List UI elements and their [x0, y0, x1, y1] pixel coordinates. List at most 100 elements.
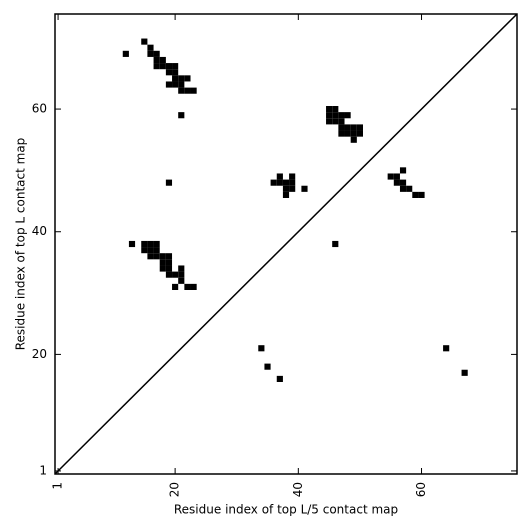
x-tick-label: 40	[291, 482, 305, 497]
contact-cell	[282, 179, 290, 186]
contact-cell	[165, 253, 173, 260]
contact-cell	[393, 173, 400, 180]
contact-cell	[264, 363, 271, 370]
contact-cell	[338, 118, 345, 125]
contact-cell	[356, 130, 363, 137]
x-tick-label: 60	[414, 482, 428, 497]
plot-frame	[54, 13, 518, 475]
contact-cell	[172, 283, 179, 290]
contact-cell	[178, 277, 185, 284]
contact-cell	[350, 130, 357, 137]
y-tick-label: 1	[39, 463, 47, 477]
contact-cell	[282, 185, 290, 192]
contact-cell	[153, 63, 160, 70]
diagonal	[54, 13, 518, 475]
contact-cell	[165, 271, 173, 278]
contact-cell	[338, 130, 345, 137]
contact-cell	[184, 87, 191, 94]
contact-cell	[289, 185, 296, 192]
contact-cell	[350, 136, 357, 143]
contact-cell	[153, 247, 160, 254]
contact-cell	[159, 63, 166, 70]
contact-cell	[344, 130, 351, 137]
contact-cell	[147, 240, 154, 248]
contact-cell	[153, 50, 160, 57]
contact-cell	[178, 81, 185, 88]
contact-cell	[399, 185, 407, 192]
contact-cell	[165, 81, 173, 88]
contact-cell	[165, 265, 173, 272]
contact-cell	[141, 247, 148, 254]
contact-cell	[141, 240, 148, 248]
contact-cell	[147, 44, 154, 51]
x-tick-label: 20	[168, 482, 182, 497]
contact-cell	[282, 191, 290, 198]
contact-cell	[172, 63, 179, 70]
contact-cell	[141, 38, 148, 45]
contact-cell	[172, 69, 179, 76]
contact-cell	[289, 173, 296, 180]
contact-cell	[165, 259, 173, 266]
contact-cell	[387, 173, 394, 180]
x-tick-label: 1	[51, 482, 65, 490]
contact-cell	[147, 247, 154, 254]
contact-cell	[178, 87, 185, 94]
contact-cell	[184, 283, 191, 290]
contact-cell	[332, 240, 339, 248]
y-axis-label: Residue index of top L contact map	[14, 138, 28, 351]
contact-cell	[159, 265, 166, 272]
contact-cell	[326, 112, 333, 119]
contact-cell	[178, 75, 185, 82]
y-tick-label: 60	[32, 102, 47, 116]
contact-cell	[399, 167, 407, 174]
contact-cell	[344, 112, 351, 119]
y-tick-label: 20	[32, 347, 47, 361]
contact-cell	[178, 271, 185, 278]
contact-cell	[190, 87, 197, 94]
contact-cell	[122, 50, 129, 57]
contact-cell	[393, 179, 400, 186]
contact-cell	[153, 56, 160, 64]
contact-cell	[172, 81, 179, 88]
contact-cell	[332, 118, 339, 125]
contact-cell	[128, 240, 136, 248]
contact-cell	[326, 106, 333, 113]
y-tick-label: 40	[32, 224, 47, 238]
contact-cell	[276, 375, 283, 382]
contact-cell	[165, 69, 173, 76]
contact-cell	[338, 112, 345, 119]
contact-cell	[332, 112, 339, 119]
contact-cell	[301, 185, 308, 192]
x-axis-label: Residue index of top L/5 contact map	[174, 503, 398, 517]
contact-cell	[178, 265, 185, 272]
contact-cell	[461, 369, 468, 376]
contact-cell	[159, 259, 166, 266]
contact-cell	[159, 253, 166, 260]
contact-cell	[172, 271, 179, 278]
contact-cell	[165, 179, 173, 186]
contact-cell	[332, 106, 339, 113]
contact-cell	[184, 75, 191, 82]
contact-cell	[190, 283, 197, 290]
contact-cell	[147, 253, 154, 260]
contact-cell	[270, 179, 277, 186]
contact-cell	[258, 345, 265, 352]
contact-cell	[289, 179, 296, 186]
contact-cell	[338, 124, 345, 131]
contact-cell	[443, 345, 450, 352]
contact-cell	[418, 191, 425, 198]
contact-cell	[406, 185, 413, 192]
contact-cell	[399, 179, 407, 186]
contact-cell	[350, 124, 357, 131]
contact-cell	[326, 118, 333, 125]
contact-cell	[147, 50, 154, 57]
contact-cell	[172, 75, 179, 82]
contact-cell	[276, 173, 283, 180]
contact-cell	[165, 63, 173, 70]
contact-cell	[412, 191, 419, 198]
contact-cell	[153, 240, 160, 248]
contact-cell	[159, 56, 166, 64]
contact-cell	[356, 124, 363, 131]
contact-cell	[344, 124, 351, 131]
